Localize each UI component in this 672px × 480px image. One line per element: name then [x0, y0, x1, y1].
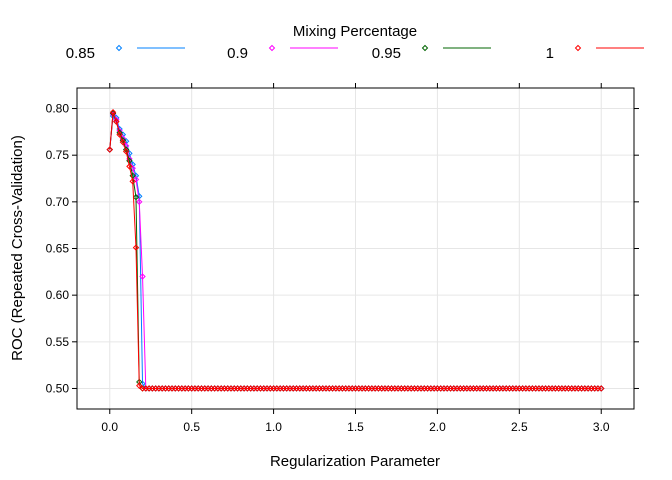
data-point [132, 244, 140, 251]
x-tick-label: 1.0 [265, 420, 282, 434]
legend-label: 1 [546, 45, 554, 62]
series-1 [106, 109, 605, 392]
y-tick-label: 0.75 [46, 148, 70, 162]
legend-title: Mixing Percentage [293, 23, 417, 40]
series-line [109, 112, 602, 389]
x-axis: 0.0 0.5 1.0 1.5 2.0 2.5 3.0 [101, 83, 610, 434]
data-point [129, 178, 136, 185]
data-point [136, 198, 143, 206]
legend: Mixing Percentage 0.85 0.9 0.95 1 [66, 23, 644, 62]
data-point [139, 273, 146, 280]
plot-area [76, 87, 635, 410]
data-point [132, 176, 140, 183]
x-tick-label: 2.0 [429, 420, 446, 434]
y-tick-label: 0.65 [46, 242, 70, 256]
y-tick-label: 0.55 [46, 335, 70, 349]
data-point [122, 148, 130, 155]
series-layer [106, 109, 605, 392]
legend-label: 0.85 [66, 45, 95, 62]
data-point [109, 109, 117, 116]
x-axis-title: Regularization Parameter [270, 453, 440, 470]
legend-label: 0.95 [372, 45, 401, 62]
y-tick-label: 0.60 [46, 288, 70, 302]
legend-item-0.95: 0.95 [372, 44, 491, 62]
legend-marker-icon [115, 44, 123, 52]
legend-label: 0.9 [227, 45, 248, 62]
legend-item-0.9: 0.9 [227, 44, 338, 62]
legend-marker-icon [421, 44, 429, 52]
legend-marker-icon [268, 44, 276, 52]
data-point [106, 146, 113, 153]
data-point [598, 385, 605, 392]
y-axis-title: ROC (Repeated Cross-Validation) [9, 135, 26, 361]
x-tick-label: 1.5 [347, 420, 364, 434]
data-point [132, 193, 140, 201]
data-point [119, 138, 127, 146]
data-point [136, 382, 143, 389]
data-point [126, 163, 133, 170]
legend-item-0.85: 0.85 [66, 44, 185, 62]
x-tick-label: 0.5 [183, 420, 200, 434]
x-tick-label: 3.0 [593, 420, 610, 434]
y-axis: 0.50 0.55 0.60 0.65 0.70 0.75 0.80 [46, 102, 639, 395]
x-tick-label: 2.5 [511, 420, 528, 434]
data-point [113, 118, 120, 125]
legend-marker-icon [574, 44, 582, 52]
data-point [116, 131, 123, 138]
y-tick-label: 0.70 [46, 195, 70, 209]
grid [77, 88, 634, 409]
y-tick-label: 0.80 [46, 102, 70, 116]
y-tick-label: 0.50 [46, 381, 70, 395]
legend-item-1: 1 [546, 44, 644, 62]
x-tick-label: 0.0 [101, 420, 118, 434]
